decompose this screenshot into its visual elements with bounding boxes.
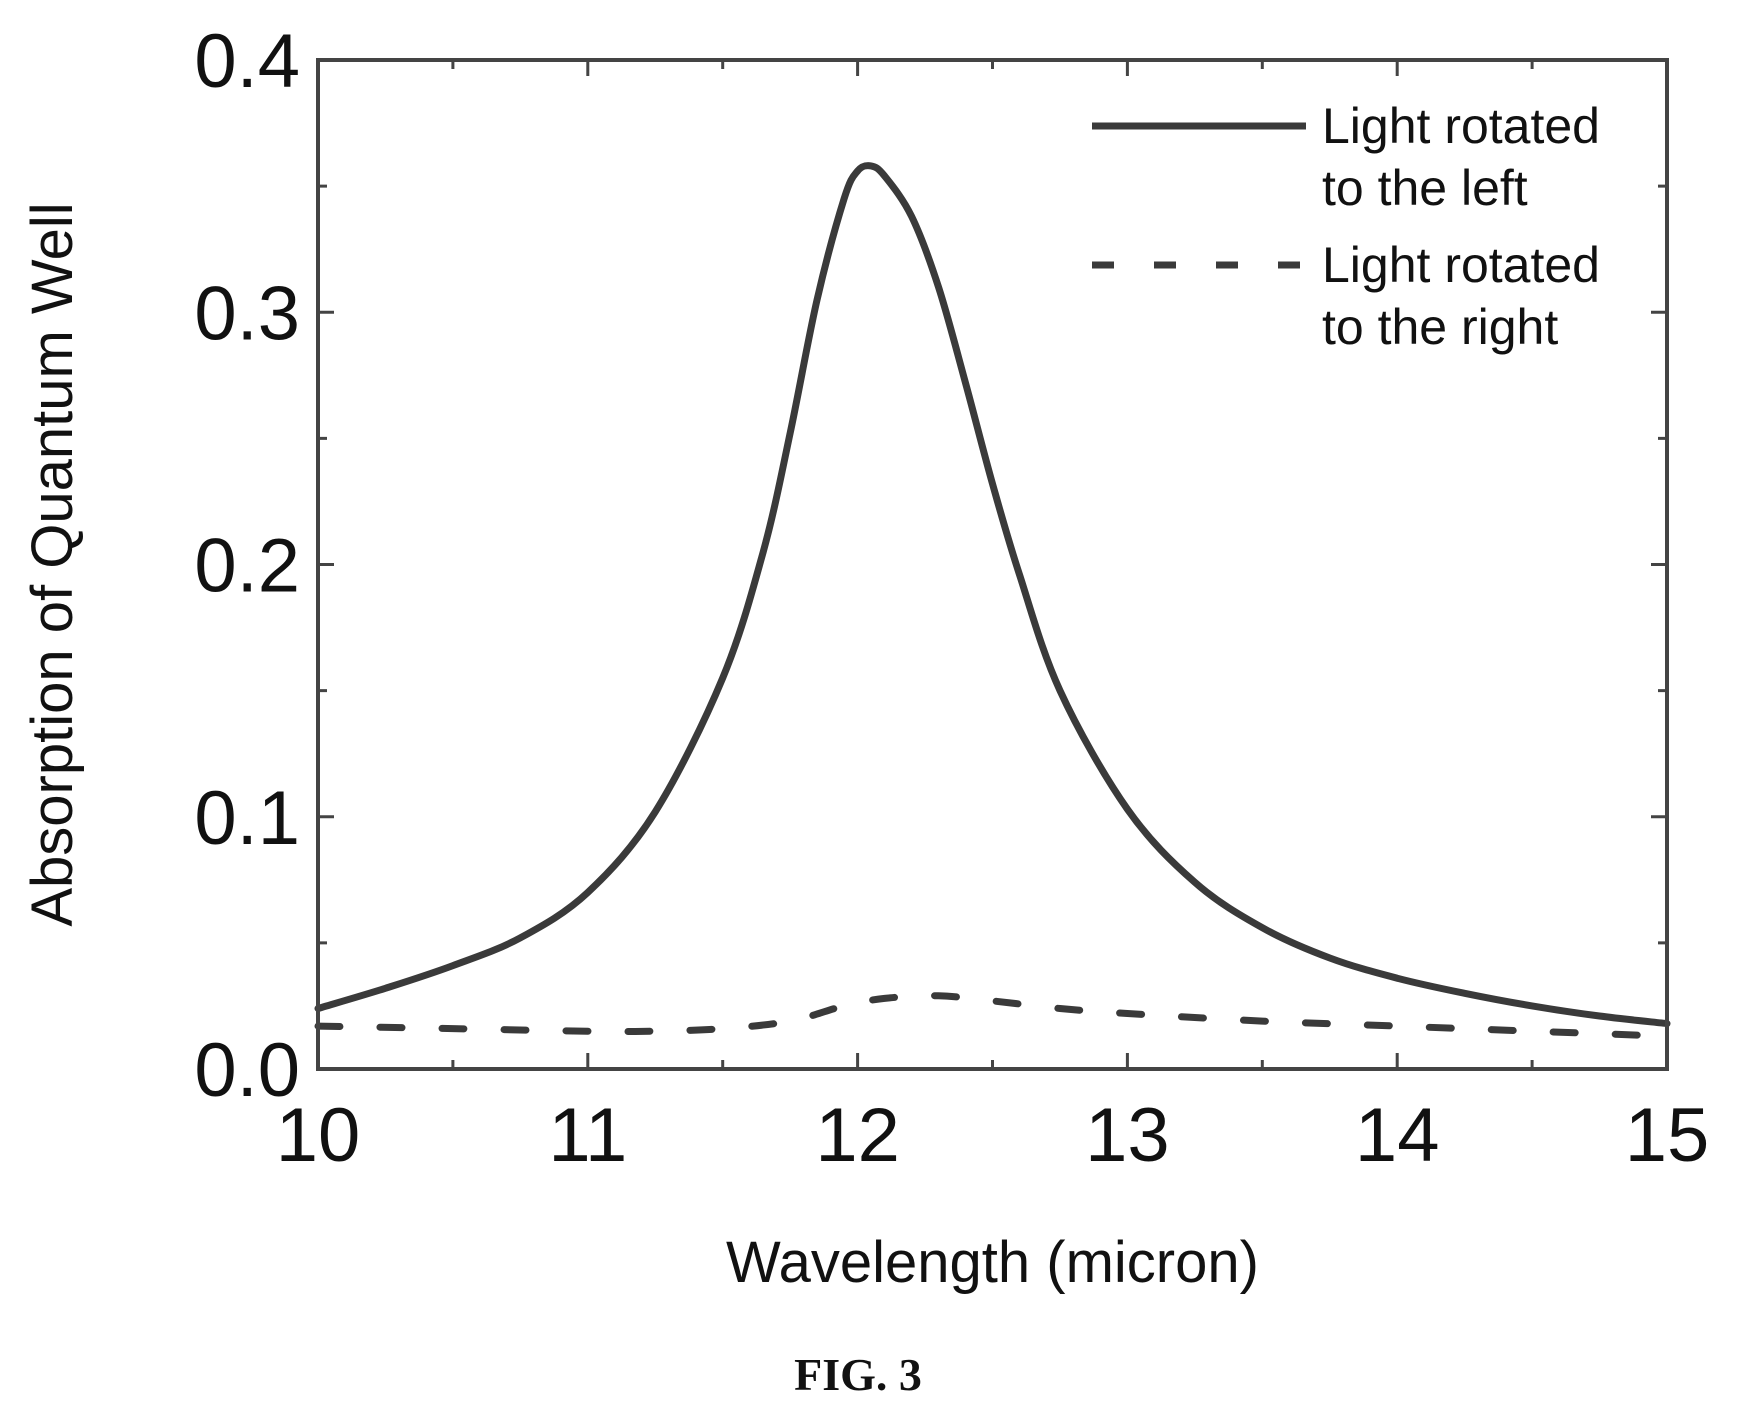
x-tick-label: 14 xyxy=(1355,1093,1440,1178)
plot-series xyxy=(314,162,1671,1040)
legend-label-1: Light rotated xyxy=(1322,98,1600,154)
legend-label-2: to the right xyxy=(1322,299,1558,355)
y-tick-labels: 0.0 0.1 0.2 0.3 0.4 xyxy=(194,19,300,1113)
legend-label-2: Light rotated xyxy=(1322,237,1600,293)
y-tick-label: 0.3 xyxy=(194,271,300,356)
plot-frame xyxy=(316,58,1669,1071)
x-tick-label: 15 xyxy=(1625,1093,1710,1178)
x-tick-label: 13 xyxy=(1085,1093,1170,1178)
figure-caption: FIG. 3 xyxy=(794,1349,922,1400)
x-tick-label: 11 xyxy=(548,1093,627,1178)
y-tick-label: 0.4 xyxy=(194,19,300,104)
y-tick-label: 0.1 xyxy=(194,776,300,861)
series-line-1 xyxy=(314,162,1671,1028)
x-axis-label: Wavelength (micron) xyxy=(726,1230,1259,1295)
legend: Light rotated to the left Light rotated to … xyxy=(1092,98,1600,355)
x-tick-label: 10 xyxy=(276,1093,361,1178)
legend-label-1: to the left xyxy=(1322,160,1528,216)
x-tick-label: 12 xyxy=(815,1093,900,1178)
y-tick-label: 0.2 xyxy=(194,524,300,609)
y-tick-label: 0.0 xyxy=(194,1028,300,1113)
x-tick-labels: 10 11 12 13 14 15 xyxy=(276,1093,1710,1178)
series-line-2 xyxy=(314,992,1671,1040)
y-axis-label: Absorption of Quantum Well xyxy=(20,202,85,926)
